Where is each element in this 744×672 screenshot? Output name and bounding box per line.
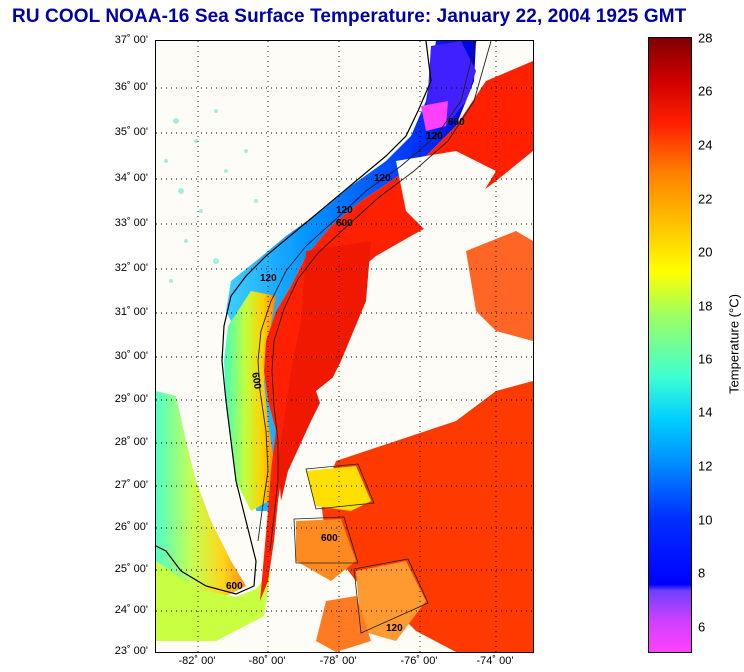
colorbar-tick: 18 — [698, 298, 713, 314]
cloud-mask-north — [396, 151, 496, 231]
lon-label: -82˚ 00' — [178, 655, 216, 667]
lon-label: -74˚ 00' — [476, 655, 514, 667]
map-title: RU COOL NOAA-16 Sea Surface Temperature:… — [12, 6, 687, 27]
lat-label: 26˚ 00' — [114, 521, 148, 533]
temperature-colorbar — [648, 37, 692, 653]
cloud-mask — [316, 331, 486, 421]
coastline — [156, 41, 432, 595]
bahama-bank-south — [356, 561, 426, 641]
contour-label: 120 — [374, 173, 391, 184]
gulf-stream-core — [278, 241, 371, 501]
isobath-600 — [269, 41, 492, 552]
contour-label: 600 — [448, 117, 465, 128]
contour-label: 120 — [336, 205, 353, 216]
lat-label: 24˚ 00' — [114, 604, 148, 616]
sst-map: 120 600 120 600 120 600 120 600 600 120 — [155, 40, 534, 653]
contour-label: 600 — [226, 581, 243, 592]
colorbar-tick: 6 — [698, 619, 706, 635]
contour-label: 120 — [260, 273, 277, 284]
lat-label: 23˚ 00' — [114, 645, 148, 657]
colorbar-tick: 20 — [698, 244, 713, 260]
lon-label: -78˚ 00' — [319, 655, 357, 667]
florida-shelf — [156, 391, 246, 596]
colorbar-tick: 8 — [698, 565, 706, 581]
colorbar-tick: 10 — [698, 512, 713, 528]
lat-label: 30˚ 00' — [114, 350, 148, 362]
inland-water-speckle — [164, 109, 258, 283]
contour-label: 600 — [321, 533, 338, 544]
colorbar-tick: 28 — [698, 30, 713, 46]
lat-label: 32˚ 00' — [114, 262, 148, 274]
graticule — [156, 41, 533, 652]
contour-label: 600 — [336, 218, 353, 229]
lat-label: 29˚ 00' — [114, 393, 148, 405]
pamlico-sound — [421, 101, 448, 131]
bahama-bank-north — [306, 466, 371, 511]
colorbar-tick: 14 — [698, 404, 713, 420]
nearshore-water — [224, 291, 276, 511]
lat-label: 31˚ 00' — [114, 306, 148, 318]
colorbar-tick: 22 — [698, 191, 713, 207]
isobath-120 — [257, 41, 477, 542]
lat-label: 34˚ 00' — [114, 172, 148, 184]
colorbar-title: Temperature (°C) — [726, 294, 742, 394]
florida-keys-water — [156, 561, 271, 641]
contour-label: 600 — [249, 372, 263, 391]
great-bahama-bank — [316, 596, 371, 652]
colorbar-tick: 12 — [698, 458, 713, 474]
bahamas-isobaths — [293, 463, 429, 634]
lat-label: 36˚ 00' — [114, 81, 148, 93]
bahama-bank-west — [296, 519, 356, 581]
contour-label: 120 — [386, 623, 403, 634]
lat-label: 35˚ 00' — [114, 126, 148, 138]
lat-label: 25˚ 00' — [114, 563, 148, 575]
colorbar-tick: 16 — [698, 351, 713, 367]
lat-label: 27˚ 00' — [114, 479, 148, 491]
colorbar-tick: 24 — [698, 137, 713, 153]
contour-label: 120 — [426, 131, 443, 142]
lon-label: -76˚ 00' — [400, 655, 438, 667]
offshore-warm-patch — [466, 231, 533, 341]
lat-label: 28˚ 00' — [114, 436, 148, 448]
lon-label: -80˚ 00' — [248, 655, 286, 667]
colorbar-tick: 26 — [698, 83, 713, 99]
lat-label: 37˚ 00' — [114, 34, 148, 46]
lat-label: 33˚ 00' — [114, 217, 148, 229]
